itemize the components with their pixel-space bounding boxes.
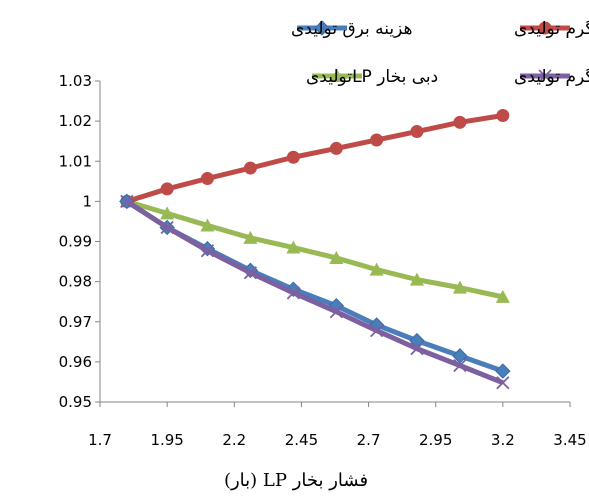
y-tick-label: 0.96 bbox=[59, 353, 92, 371]
data-point bbox=[495, 363, 511, 379]
legend-item-hot-water-flow: دبی آب گرم تولیدی bbox=[514, 65, 589, 87]
legend: هزینه برق تولیدی هزینه آب گرم تولیدی دبی… bbox=[291, 17, 589, 87]
x-tick-label: 2.7 bbox=[357, 431, 381, 449]
x-tick-label: 1.7 bbox=[88, 431, 112, 449]
data-point bbox=[160, 220, 174, 235]
triangle-marker-icon bbox=[330, 69, 344, 82]
data-point bbox=[329, 250, 344, 264]
data-point bbox=[200, 218, 215, 232]
data-point bbox=[160, 182, 174, 196]
y-tick-label: 1.02 bbox=[59, 112, 92, 130]
legend-label: هزینه آب گرم تولیدی bbox=[514, 17, 589, 39]
x-tick-label: 1.95 bbox=[150, 431, 183, 449]
series-lp-steam-flow bbox=[119, 194, 510, 303]
data-point bbox=[243, 230, 258, 244]
y-tick-label: 0.95 bbox=[59, 393, 92, 411]
plot-area bbox=[119, 109, 511, 390]
data-point bbox=[286, 150, 300, 164]
x-marker-icon bbox=[538, 69, 552, 83]
y-axis: 0.95 0.96 0.97 0.98 0.99 1 1.01 1.02 1.03 bbox=[59, 72, 101, 411]
data-point bbox=[452, 280, 467, 294]
data-point bbox=[160, 206, 175, 220]
data-point bbox=[410, 341, 424, 356]
data-point bbox=[496, 109, 510, 123]
diamond-marker-icon bbox=[314, 20, 330, 36]
series-hot-water-cost bbox=[120, 109, 510, 208]
data-point bbox=[243, 266, 258, 280]
series-line bbox=[126, 198, 504, 300]
legend-item-hot-water-cost: هزینه آب گرم تولیدی bbox=[514, 17, 589, 39]
data-point bbox=[286, 286, 301, 300]
data-point bbox=[369, 262, 384, 276]
y-tick-label: 1.03 bbox=[59, 72, 92, 90]
data-point bbox=[200, 172, 214, 186]
x-tick-label: 3.45 bbox=[553, 431, 586, 449]
data-point bbox=[286, 240, 301, 254]
y-tick-label: 0.99 bbox=[59, 233, 92, 251]
x-tick-label: 2.45 bbox=[285, 431, 318, 449]
x-tick-label: 2.2 bbox=[222, 431, 246, 449]
data-point bbox=[243, 161, 257, 175]
data-point bbox=[329, 141, 343, 155]
data-point bbox=[409, 272, 424, 286]
y-tick-label: 1.01 bbox=[59, 152, 92, 170]
data-point bbox=[453, 115, 467, 129]
series-line bbox=[126, 113, 504, 204]
data-point bbox=[200, 244, 215, 258]
circle-marker-icon bbox=[538, 21, 552, 35]
data-point bbox=[453, 358, 467, 373]
y-tick-label: 0.98 bbox=[59, 273, 92, 291]
data-point bbox=[370, 133, 384, 147]
data-point bbox=[120, 194, 134, 209]
data-point bbox=[496, 376, 510, 390]
legend-item-lp-steam-flow: دبی بخار LPتولیدی bbox=[306, 67, 438, 87]
legend-label: هزینه برق تولیدی bbox=[291, 19, 412, 39]
data-point bbox=[410, 125, 424, 139]
legend-label: دبی آب گرم تولیدی bbox=[514, 65, 589, 87]
x-tick-group: 1.7 1.95 2.2 2.45 2.7 2.95 3.2 3.45 bbox=[88, 402, 587, 449]
data-point bbox=[495, 289, 510, 303]
data-point bbox=[329, 305, 343, 319]
x-axis: 1.7 1.95 2.2 2.45 2.7 2.95 3.2 3.45 bbox=[88, 401, 587, 449]
x-axis-title: فشار بخار LP (بار) bbox=[224, 470, 368, 491]
legend-label: دبی بخار LPتولیدی bbox=[306, 67, 438, 87]
y-tick-label: 0.97 bbox=[59, 313, 92, 331]
x-tick-label: 3.2 bbox=[491, 431, 515, 449]
series-line bbox=[125, 199, 504, 386]
legend-item-electricity-cost: هزینه برق تولیدی bbox=[291, 19, 412, 39]
data-point bbox=[369, 323, 384, 338]
y-tick-group: 0.95 0.96 0.97 0.98 0.99 1 1.01 1.02 1.03 bbox=[59, 72, 100, 411]
series-hot-water-flow bbox=[120, 194, 510, 390]
y-tick-label: 1 bbox=[82, 192, 92, 210]
x-tick-label: 2.95 bbox=[419, 431, 452, 449]
